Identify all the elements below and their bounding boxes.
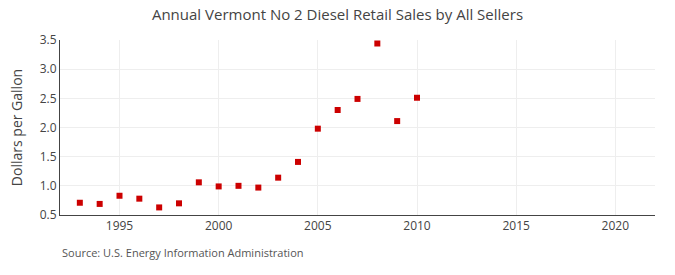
svg-text:2020: 2020: [602, 217, 630, 234]
svg-text:1.5: 1.5: [40, 148, 57, 165]
svg-text:Source: U.S. Energy Informatio: Source: U.S. Energy Information Administ…: [62, 245, 304, 260]
svg-text:2000: 2000: [205, 217, 233, 234]
svg-text:3.5: 3.5: [40, 31, 57, 48]
svg-text:1.0: 1.0: [40, 177, 57, 194]
svg-text:2015: 2015: [502, 217, 530, 234]
svg-text:Dollars per Gallon: Dollars per Gallon: [7, 69, 26, 186]
svg-text:0.5: 0.5: [40, 206, 57, 223]
svg-text:Annual Vermont No 2 Diesel Ret: Annual Vermont No 2 Diesel Retail Sales …: [152, 4, 523, 24]
svg-text:3.0: 3.0: [40, 60, 57, 77]
svg-text:2.5: 2.5: [40, 90, 57, 107]
svg-text:2.0: 2.0: [40, 119, 57, 136]
svg-text:1995: 1995: [106, 217, 134, 234]
svg-text:2005: 2005: [304, 217, 332, 234]
svg-text:2010: 2010: [403, 217, 431, 234]
